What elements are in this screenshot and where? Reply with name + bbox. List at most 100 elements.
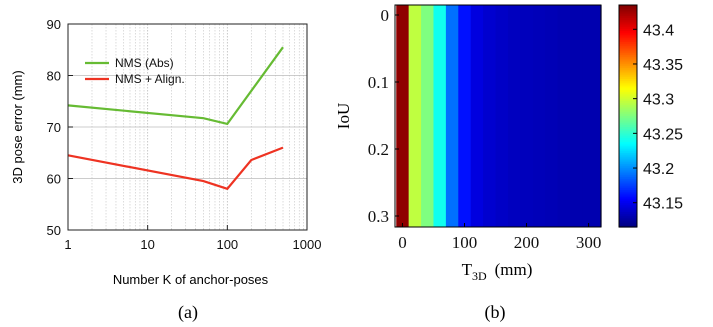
heatmap-column — [582, 5, 596, 227]
colorbar-segment — [619, 23, 637, 26]
colorbar-segment — [619, 49, 637, 52]
x-axis-label: T3D (mm) — [462, 260, 533, 283]
x-tick-label: 1000 — [293, 237, 322, 252]
colorbar-segment — [619, 128, 637, 132]
colorbar-segment — [619, 86, 637, 89]
heatmap-ticks: 0 100 200 300 0 0.1 0.2 0.3 — [368, 6, 602, 252]
colorbar-segment — [619, 149, 637, 152]
colorbar-segment — [619, 66, 637, 69]
colorbar-segment — [619, 25, 637, 28]
colorbar-segment — [619, 162, 637, 165]
colorbar-segment — [619, 145, 637, 149]
x-tick-label: 300 — [576, 233, 602, 252]
colorbar-segment — [619, 125, 637, 128]
colorbar-segment — [619, 42, 637, 45]
heatmap-cells — [396, 5, 602, 227]
colorbar-segment — [619, 16, 637, 19]
colorbar-segment — [619, 82, 637, 86]
colorbar-tick-label: 43.2 — [643, 161, 674, 178]
colorbar-segment — [619, 134, 637, 137]
colorbar-segment — [619, 79, 637, 82]
colorbar-segment — [619, 88, 637, 91]
colorbar-segment — [619, 29, 637, 32]
colorbar-segment — [619, 51, 637, 54]
y-axis-label: 3D pose error (mm) — [10, 70, 25, 183]
colorbar-tick-label: 43.35 — [643, 57, 683, 74]
colorbar-segment — [619, 27, 637, 30]
colorbar-segment — [619, 62, 637, 65]
colorbar-segment — [619, 202, 637, 206]
colorbar-segment — [619, 206, 637, 210]
colorbar-segment — [619, 201, 637, 204]
y-tick-label: 80 — [47, 69, 61, 84]
heatmap-column — [557, 5, 571, 227]
heatmap-column — [458, 5, 472, 227]
heatmap-frame — [394, 4, 602, 228]
colorbar-segment — [619, 21, 637, 25]
colorbar-segment — [619, 223, 637, 226]
heatmap-column — [396, 5, 410, 227]
colorbar-segment — [619, 188, 637, 191]
y-tick-label: 70 — [47, 120, 61, 135]
heatmap-column — [545, 5, 559, 227]
colorbar-segment — [619, 71, 637, 75]
colorbar-segment — [619, 199, 637, 202]
colorbar-segment — [619, 141, 637, 145]
y-tick-label: 90 — [47, 17, 61, 32]
colorbar-segment — [619, 30, 637, 34]
heatmap-column — [408, 5, 422, 227]
x-tick-label: 200 — [514, 233, 540, 252]
line-chart-panel: NMS (Abs) NMS + Align. 1 10 100 1000 50 60 70 80… — [10, 17, 321, 323]
colorbar-segment — [619, 180, 637, 184]
y-tick-label: 60 — [47, 172, 61, 187]
colorbar-segment — [619, 117, 637, 121]
colorbar-segment — [619, 215, 637, 219]
colorbar-segment — [619, 91, 637, 95]
heatmap-column — [532, 5, 546, 227]
colorbar-segment — [619, 17, 637, 21]
colorbar-segment — [619, 10, 637, 13]
colorbar-segment — [619, 103, 637, 106]
colorbar-segment — [619, 143, 637, 147]
heatmap-panel: 0 100 200 300 0 0.1 0.2 0.3 IoU T3D (mm) (b) 43.… — [334, 4, 683, 323]
colorbar-segment — [619, 197, 637, 200]
colorbar-segment — [619, 171, 637, 174]
colorbar-segment — [619, 40, 637, 43]
colorbar-segment — [619, 110, 637, 113]
heatmap-column — [421, 5, 435, 227]
heatmap-column — [470, 5, 484, 227]
y-tick-label: 50 — [47, 223, 61, 238]
colorbar-segment — [619, 99, 637, 102]
colorbar-segment — [619, 165, 637, 169]
colorbar-segment — [619, 97, 637, 100]
x-axis-label-subscript: 3D — [472, 269, 487, 283]
x-axis-label-main: T — [462, 260, 473, 279]
colorbar-segment — [619, 101, 637, 104]
colorbar-segment — [619, 58, 637, 62]
colorbar-segment — [619, 219, 637, 223]
series-line — [67, 46, 284, 126]
colorbar-segment — [619, 84, 637, 87]
colorbar-segment — [619, 80, 637, 84]
legend: NMS (Abs) NMS + Align. — [85, 56, 185, 86]
colorbar: 43.4 43.35 43.3 43.25 43.2 43.15 — [618, 4, 683, 228]
colorbar-segment — [619, 190, 637, 193]
colorbar-segment — [619, 204, 637, 208]
colorbar-segment — [619, 114, 637, 117]
colorbar-segment — [619, 177, 637, 180]
colorbar-segment — [619, 73, 637, 76]
colorbar-segment — [619, 195, 637, 198]
colorbar-segment — [619, 121, 637, 124]
colorbar-segment — [619, 208, 637, 211]
colorbar-segment — [619, 193, 637, 197]
colorbar-segment — [619, 93, 637, 97]
heatmap-column — [483, 5, 497, 227]
colorbar-segment — [619, 106, 637, 110]
colorbar-segment — [619, 154, 637, 158]
colorbar-tick-label: 43.4 — [643, 22, 674, 39]
colorbar-segment — [619, 127, 637, 130]
colorbar-segment — [619, 8, 637, 12]
colorbar-segment — [619, 167, 637, 171]
colorbar-segment — [619, 119, 637, 123]
